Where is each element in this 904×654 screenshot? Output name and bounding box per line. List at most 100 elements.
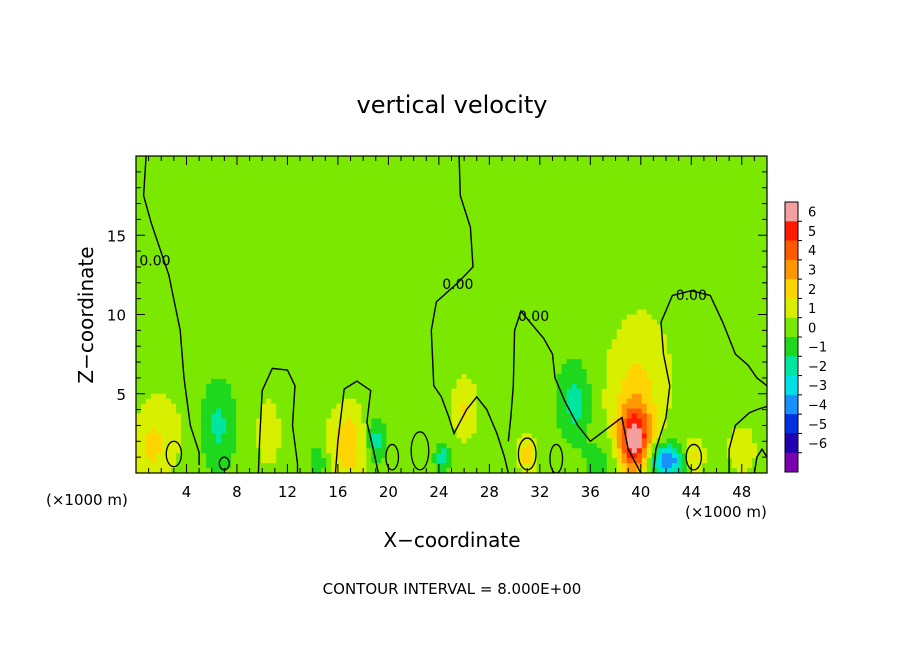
field-cell xyxy=(161,428,167,434)
field-cell xyxy=(251,304,257,311)
field-cell xyxy=(221,284,227,291)
field-cell xyxy=(296,220,302,226)
field-cell xyxy=(511,368,518,375)
field-cell xyxy=(431,284,438,291)
field-cell xyxy=(236,279,242,286)
field-cell xyxy=(336,279,342,286)
field-cell xyxy=(446,304,453,311)
field-cell xyxy=(156,463,162,469)
field-cell xyxy=(426,225,433,231)
field-cell xyxy=(266,408,272,415)
field-cell xyxy=(341,383,347,390)
field-cell xyxy=(316,443,322,449)
field-cell xyxy=(331,433,337,439)
field-cell xyxy=(141,304,147,311)
field-cell xyxy=(241,170,247,177)
field-cell xyxy=(256,359,262,365)
field-cell xyxy=(221,349,227,355)
field-cell xyxy=(406,274,413,281)
field-cell xyxy=(231,368,237,375)
field-cell xyxy=(426,403,433,410)
field-cell xyxy=(386,433,393,439)
field-cell xyxy=(241,165,247,172)
field-cell xyxy=(401,443,408,449)
field-cell xyxy=(146,339,152,345)
field-cell xyxy=(266,289,272,296)
field-cell xyxy=(206,190,212,197)
field-cell xyxy=(201,378,207,385)
field-cell xyxy=(206,220,212,226)
field-cell xyxy=(256,156,262,162)
field-cell xyxy=(456,230,463,236)
field-cell xyxy=(166,284,172,291)
field-cell xyxy=(231,398,237,405)
field-cell xyxy=(321,235,327,241)
field-cell xyxy=(361,165,367,172)
field-cell xyxy=(421,378,428,385)
field-cell xyxy=(411,368,418,375)
field-cell xyxy=(266,403,272,410)
field-cell xyxy=(521,364,528,370)
field-cell xyxy=(516,408,523,415)
field-cell xyxy=(341,433,347,439)
field-cell xyxy=(146,195,152,202)
field-cell xyxy=(461,240,468,246)
field-cell xyxy=(391,165,398,172)
field-cell xyxy=(521,294,528,301)
field-cell xyxy=(406,284,413,291)
field-cell xyxy=(471,170,478,177)
field-cell xyxy=(161,398,167,405)
field-cell xyxy=(306,443,312,449)
field-cell xyxy=(396,294,403,301)
field-cell xyxy=(151,180,157,187)
field-cell xyxy=(486,373,493,380)
field-cell xyxy=(381,274,387,281)
field-cell xyxy=(211,393,217,400)
field-cell xyxy=(321,279,327,286)
field-cell xyxy=(226,289,232,296)
field-cell xyxy=(166,388,172,395)
field-cell xyxy=(426,279,433,286)
field-cell xyxy=(286,274,292,281)
field-cell xyxy=(301,314,307,321)
field-cell xyxy=(521,250,528,256)
field-cell xyxy=(421,349,428,355)
field-cell xyxy=(441,225,448,231)
field-cell xyxy=(301,359,307,365)
field-cell xyxy=(221,413,227,420)
field-cell xyxy=(276,334,282,340)
field-cell xyxy=(446,284,453,291)
field-cell xyxy=(311,289,317,296)
field-cell xyxy=(196,289,202,296)
field-cell xyxy=(446,225,453,231)
field-cell xyxy=(281,324,287,330)
field-cell xyxy=(446,240,453,246)
field-cell xyxy=(331,388,337,395)
field-cell xyxy=(381,443,387,449)
field-cell xyxy=(156,383,162,390)
field-cell xyxy=(301,170,307,177)
field-cell xyxy=(511,170,518,177)
field-cell xyxy=(506,205,513,212)
field-cell xyxy=(411,240,418,246)
field-cell xyxy=(411,264,418,271)
field-cell xyxy=(176,156,182,162)
field-cell xyxy=(461,200,468,207)
field-cell xyxy=(211,304,217,311)
field-cell xyxy=(466,334,473,340)
field-cell xyxy=(431,205,438,212)
field-cell xyxy=(296,349,302,355)
field-cell xyxy=(446,215,453,221)
field-cell xyxy=(461,458,468,464)
field-cell xyxy=(176,264,182,271)
field-cell xyxy=(501,195,508,202)
field-cell xyxy=(461,299,468,306)
field-cell xyxy=(426,180,433,187)
field-cell xyxy=(371,423,377,430)
field-cell xyxy=(186,428,192,434)
field-cell xyxy=(381,373,387,380)
field-cell xyxy=(166,433,172,439)
field-cell xyxy=(316,195,322,202)
field-cell xyxy=(461,225,468,231)
field-cell xyxy=(441,433,448,439)
